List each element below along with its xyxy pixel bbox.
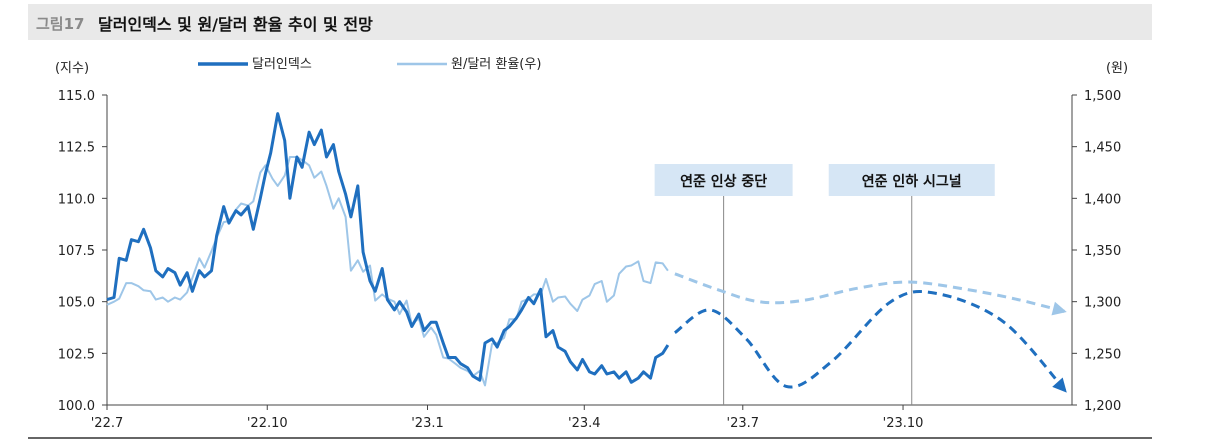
legend-label-krw-usd: 원/달러 환율(우) bbox=[451, 57, 541, 72]
y-left-tick-label: 102.5 bbox=[58, 347, 95, 362]
y-right-tick-label: 1,250 bbox=[1084, 347, 1121, 362]
y-left-tick-label: 110.0 bbox=[58, 192, 95, 207]
annotation-box bbox=[654, 164, 793, 196]
y-left-unit: (지수) bbox=[55, 61, 89, 76]
figure-number: 그림17 bbox=[36, 15, 85, 33]
y-right-tick-label: 1,400 bbox=[1084, 192, 1121, 207]
x-tick-label: '23.1 bbox=[411, 416, 444, 431]
series-lines bbox=[106, 112, 1068, 394]
y-left-tick-label: 115.0 bbox=[58, 89, 95, 104]
annotation-box bbox=[828, 164, 995, 196]
annotation-label: 연준 인하 시그널 bbox=[862, 173, 962, 190]
x-tick-label: '23.7 bbox=[727, 416, 760, 431]
legend-label-dollar-index: 달러인덱스 bbox=[252, 57, 312, 72]
y-left-tick-label: 100.0 bbox=[58, 399, 95, 414]
tick-labels: 100.0 102.5 105.0 107.5 110.0 112.5 115.0 1,200… bbox=[55, 61, 1128, 431]
x-tick-label: '22.10 bbox=[247, 416, 288, 431]
krw-usd-arrow bbox=[1051, 301, 1067, 316]
dollar-index-arrow bbox=[1052, 377, 1067, 393]
figure-title-bar: 그림17 달러인덱스 및 원/달러 환율 추이 및 전망 bbox=[28, 4, 1152, 40]
y-left-tick-label: 105.0 bbox=[58, 296, 95, 311]
axes bbox=[28, 94, 1152, 439]
dollar-index-line bbox=[106, 112, 670, 384]
x-tick-label: '23.4 bbox=[568, 416, 601, 431]
legend: 달러인덱스 원/달러 환율(우) bbox=[198, 57, 541, 72]
annotation-label: 연준 인상 중단 bbox=[680, 173, 767, 190]
krw-usd-line bbox=[106, 156, 669, 387]
y-right-unit: (원) bbox=[1106, 61, 1128, 76]
annotations: 연준 인상 중단 연준 인하 시그널 bbox=[654, 164, 995, 405]
y-right-tick-label: 1,200 bbox=[1084, 399, 1121, 414]
y-left-tick-label: 112.5 bbox=[58, 141, 95, 156]
dollar-index-forecast bbox=[673, 290, 1068, 394]
y-right-tick-label: 1,500 bbox=[1084, 89, 1121, 104]
y-left-tick-label: 107.5 bbox=[58, 244, 95, 259]
x-tick-label: '23.10 bbox=[883, 416, 924, 431]
x-tick-label: '22.7 bbox=[91, 416, 124, 431]
y-right-tick-label: 1,300 bbox=[1084, 296, 1121, 311]
krw-usd-forecast bbox=[674, 272, 1068, 314]
y-right-tick-label: 1,350 bbox=[1084, 244, 1121, 259]
figure-title: 달러인덱스 및 원/달러 환율 추이 및 전망 bbox=[98, 15, 373, 34]
y-right-tick-label: 1,450 bbox=[1084, 141, 1121, 156]
